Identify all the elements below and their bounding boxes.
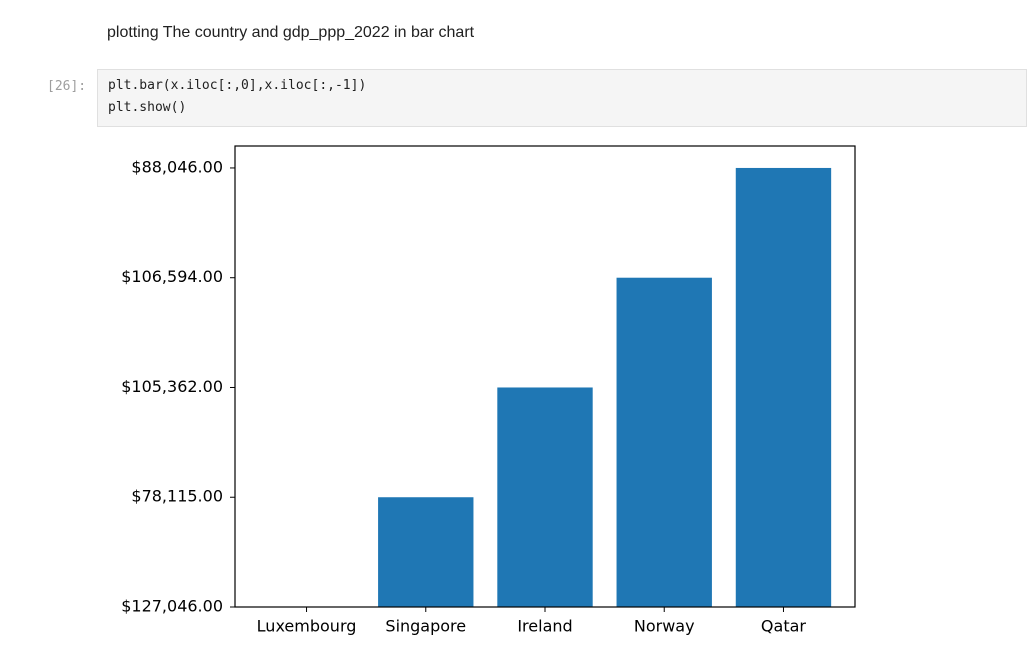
y-tick-label: $127,046.00: [121, 597, 223, 616]
bar: [735, 167, 832, 607]
bar: [497, 387, 593, 607]
x-tick-label: Qatar: [761, 617, 806, 636]
y-tick-label: $105,362.00: [121, 377, 223, 396]
y-tick-label: $78,115.00: [131, 487, 223, 506]
markdown-text: plotting The country and gdp_ppp_2022 in…: [107, 24, 475, 41]
x-tick-label: Singapore: [385, 617, 466, 636]
y-tick-label: $88,046.00: [131, 157, 223, 176]
bar: [616, 277, 712, 607]
code-cell[interactable]: plt.bar(x.iloc[:,0],x.iloc[:,-1]) plt.sh…: [97, 69, 1027, 127]
plot-frame: [234, 145, 856, 608]
bar: [378, 497, 474, 607]
x-tick-label: Luxembourg: [257, 617, 357, 636]
y-tick-label: $106,594.00: [121, 267, 223, 286]
code-line: plt.show(): [108, 100, 187, 115]
cell-prompt: [26]:: [47, 79, 87, 94]
code-line: plt.bar(x.iloc[:,0],x.iloc[:,-1]): [108, 78, 367, 93]
x-tick-label: Norway: [634, 617, 695, 636]
x-tick-label: Ireland: [517, 617, 572, 636]
